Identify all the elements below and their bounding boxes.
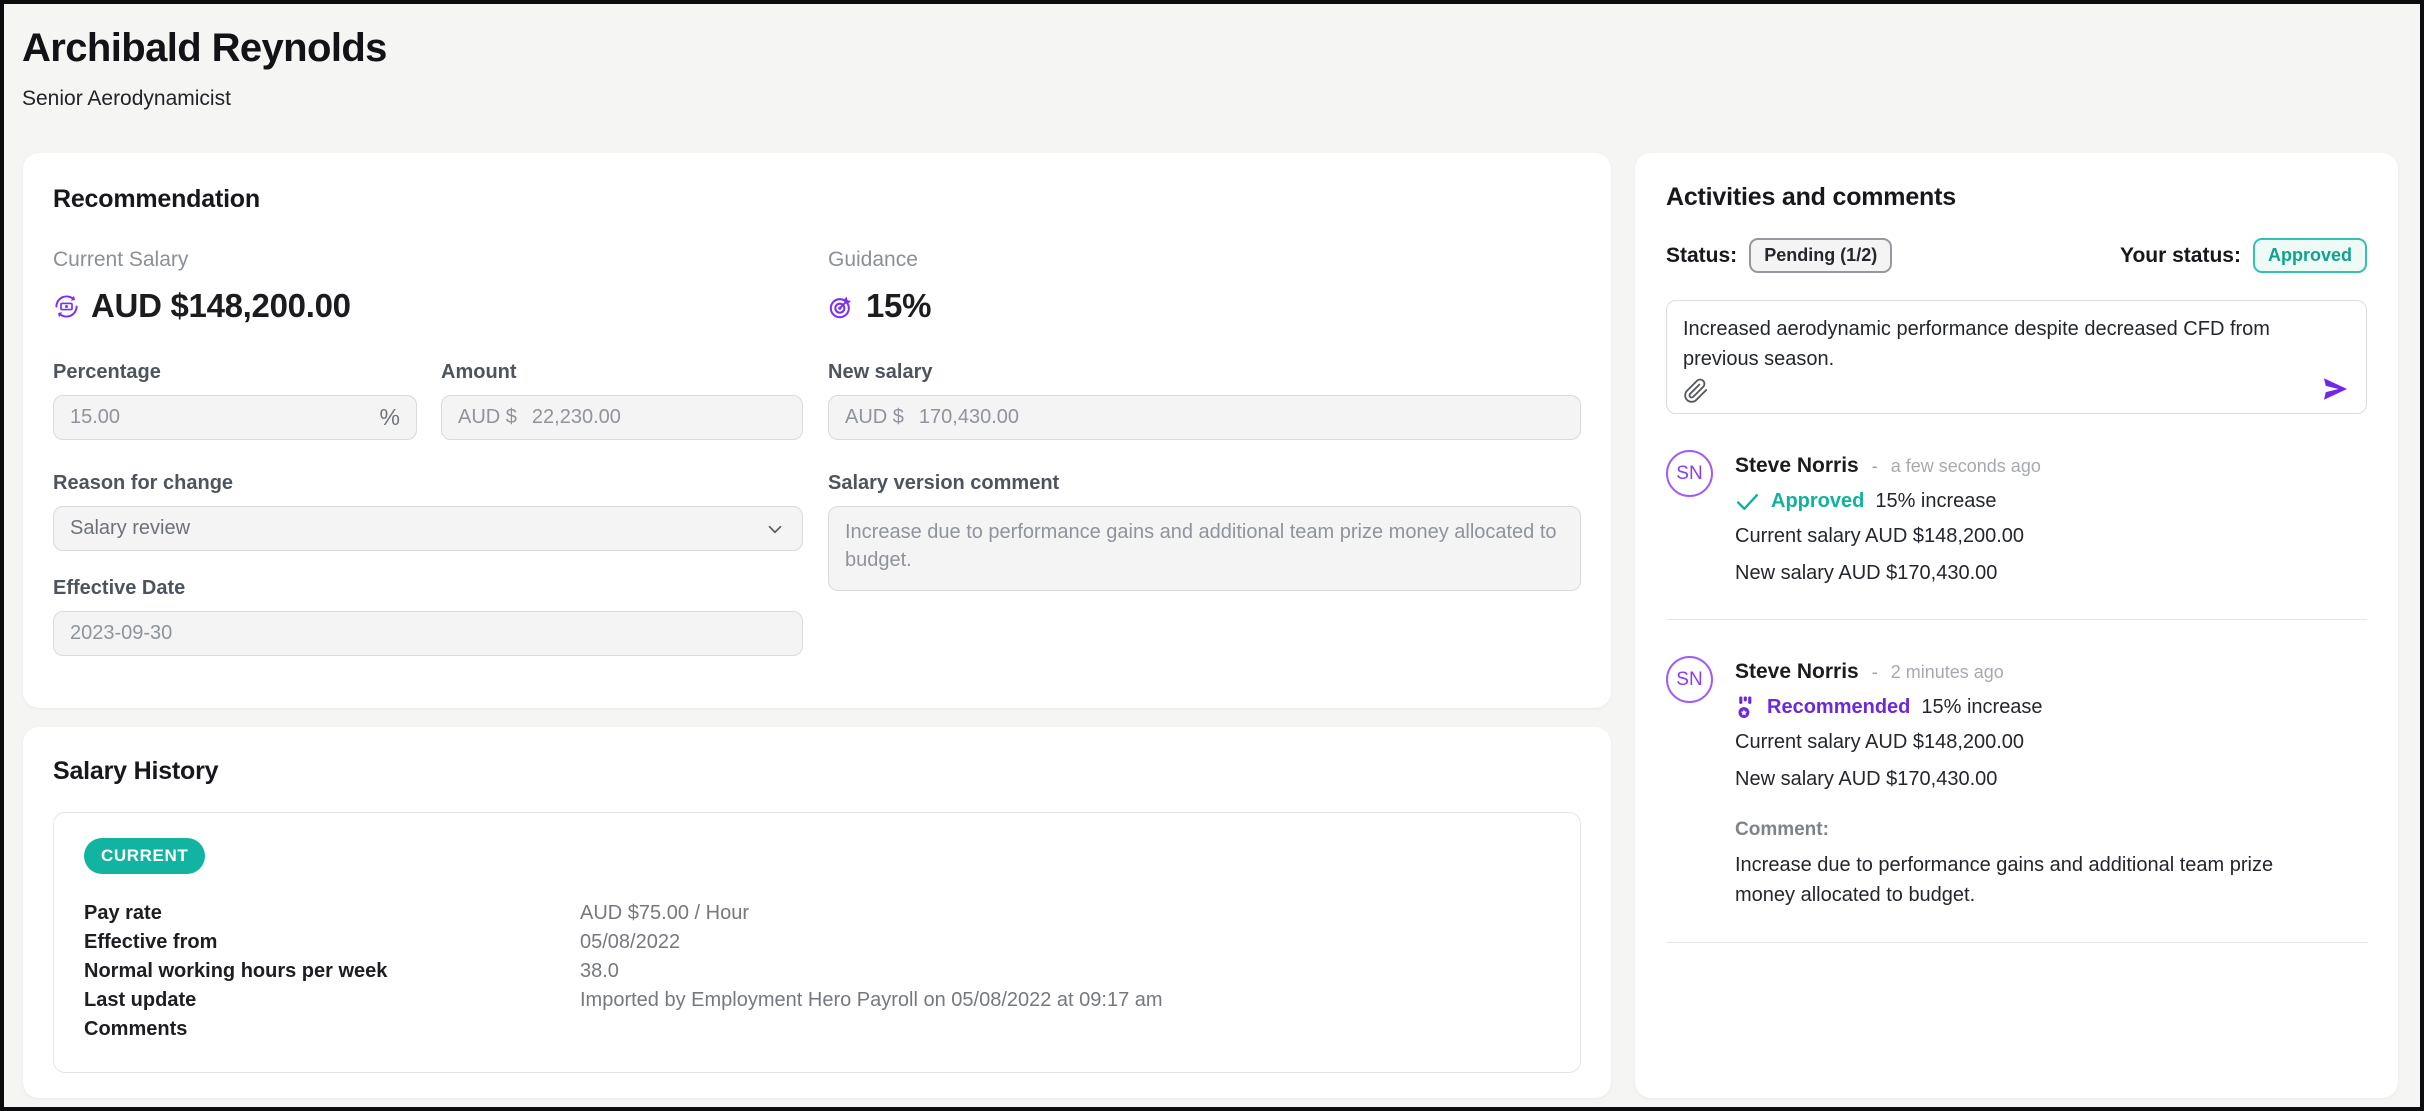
avatar: SN [1666,656,1713,703]
activity-action: Approved [1771,490,1865,512]
paperclip-icon[interactable] [1683,378,1709,404]
activity-new-salary: New salary AUD $170,430.00 [1735,768,1998,790]
comment-composer[interactable]: Increased aerodynamic performance despit… [1666,300,2367,414]
new-salary-label: New salary [828,361,933,383]
current-salary-label: Current Salary [53,248,189,271]
effective-date-label: Effective Date [53,577,186,599]
row-value: AUD $75.00 / Hour [580,902,749,924]
version-comment-field-group: Salary version comment Increase due to p… [828,472,1581,656]
row-value: 38.0 [580,960,619,982]
separator: - [1871,456,1878,476]
job-title: Senior Aerodynamicist [22,87,231,110]
amount-value: 22,230.00 [531,406,621,428]
divider [1666,942,2367,943]
activity-current-salary: Current salary AUD $148,200.00 [1735,525,2025,547]
version-comment-textarea[interactable]: Increase due to performance gains and ad… [828,506,1581,591]
reason-field-group: Reason for change Salary review [53,472,803,551]
amount-field-group: Amount AUD $ 22,230.00 [441,361,803,440]
comment-input[interactable]: Increased aerodynamic performance despit… [1683,318,2270,370]
row-label: Effective from [84,931,218,953]
row-label: Normal working hours per week [84,960,388,982]
activity-action-detail: 15% increase [1921,696,2043,718]
your-status-badge: Approved [2252,238,2367,273]
reason-value: Salary review [70,517,191,539]
salary-history-entry: CURRENT Pay rate AUD $75.00 / Hour Effec… [53,812,1581,1073]
percentage-value: 15.00 [70,406,121,428]
activities-heading: Activities and comments [1666,183,1956,211]
activity-comment-text: Increase due to performance gains and ad… [1735,854,2274,906]
new-salary-currency-prefix: AUD $ [845,406,904,428]
table-row: Effective from 05/08/2022 [84,928,1550,957]
amount-currency-prefix: AUD $ [458,406,517,428]
recommendation-heading: Recommendation [53,185,260,213]
main-content: Recommendation Current Salary [4,111,2420,1098]
table-row: Pay rate AUD $75.00 / Hour [84,899,1550,928]
effective-date-input[interactable]: 2023-09-30 [53,611,803,656]
row-value: Imported by Employment Hero Payroll on 0… [580,989,1163,1011]
activity-item: SN Steve Norris - a few seconds ago Appr… [1666,450,2367,587]
check-icon [1735,492,1760,512]
current-salary-metric: Current Salary [53,248,828,325]
send-icon[interactable] [2320,374,2350,404]
salary-history-card: Salary History CURRENT Pay rate AUD $75.… [23,727,1611,1098]
activity-new-salary: New salary AUD $170,430.00 [1735,562,1998,584]
target-icon [828,293,855,320]
reason-select[interactable]: Salary review [53,506,803,551]
activity-comment-label: Comment: [1735,819,1829,840]
percentage-input[interactable]: 15.00 % [53,395,417,440]
guidance-metric: Guidance [828,248,1581,325]
new-salary-field-group: New salary AUD $ 170,430.00 [828,361,1581,440]
amount-input[interactable]: AUD $ 22,230.00 [441,395,803,440]
guidance-label: Guidance [828,248,918,271]
new-salary-input[interactable]: AUD $ 170,430.00 [828,395,1581,440]
new-salary-value: 170,430.00 [918,406,1020,428]
version-comment-label: Salary version comment [828,472,1060,494]
divider [1666,619,2367,620]
percent-suffix: % [379,404,400,430]
amount-label: Amount [441,361,517,383]
effective-date-value: 2023-09-30 [70,622,173,644]
money-sync-icon [53,293,80,320]
recommendation-card: Recommendation Current Salary [23,153,1611,708]
your-status-label: Your status: [2120,243,2241,267]
activity-current-salary: Current salary AUD $148,200.00 [1735,731,2025,753]
status-badge: Pending (1/2) [1749,238,1893,273]
page-title: Archibald Reynolds [22,26,387,70]
reason-label: Reason for change [53,472,234,494]
activity-action: Recommended [1767,696,1911,718]
medal-icon [1735,696,1756,719]
version-comment-value: Increase due to performance gains and ad… [845,521,1557,571]
current-salary-value: AUD $148,200.00 [91,287,351,324]
table-row: Comments [84,1015,1550,1044]
separator: - [1871,662,1878,682]
chevron-down-icon [764,518,786,540]
table-row: Normal working hours per week 38.0 [84,957,1550,986]
activity-author: Steve Norris [1735,660,1859,683]
row-label: Comments [84,1018,188,1040]
activity-author: Steve Norris [1735,454,1859,477]
row-label: Last update [84,989,197,1011]
row-label: Pay rate [84,902,162,924]
activity-action-detail: 15% increase [1875,490,1997,512]
activities-card: Activities and comments Status: Pending … [1635,153,2398,1098]
activity-timestamp: 2 minutes ago [1890,662,2004,682]
status-label: Status: [1666,243,1738,267]
row-value: 05/08/2022 [580,931,681,953]
percentage-label: Percentage [53,361,161,383]
table-row: Last update Imported by Employment Hero … [84,986,1550,1015]
avatar: SN [1666,450,1713,497]
current-badge: CURRENT [84,838,206,874]
activity-item: SN Steve Norris - 2 minutes ago [1666,656,2367,910]
guidance-value: 15% [866,287,932,324]
effective-date-field-group: Effective Date 2023-09-30 [53,577,803,656]
percentage-field-group: Percentage 15.00 % [53,361,417,440]
activity-timestamp: a few seconds ago [1890,456,2041,476]
salary-history-heading: Salary History [53,757,219,785]
page-header: Archibald Reynolds Senior Aerodynamicist [4,4,2420,111]
